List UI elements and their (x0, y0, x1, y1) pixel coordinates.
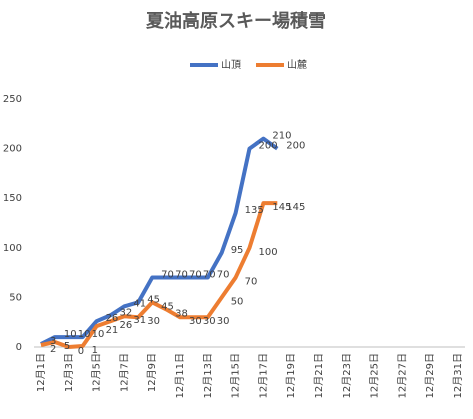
data-label: 30 (217, 316, 230, 327)
y-tick-label: 250 (3, 94, 22, 105)
data-label: 70 (189, 270, 202, 281)
x-tick-label: 12月5日 (91, 353, 103, 392)
data-label: 200 (259, 141, 278, 152)
data-label: 10 (64, 329, 77, 340)
data-label: 0 (78, 346, 84, 357)
data-label: 21 (106, 325, 119, 336)
data-label: 200 (286, 141, 305, 152)
series-line (40, 201, 278, 349)
data-label: 1 (92, 345, 98, 356)
y-tick-label: 0 (16, 342, 22, 353)
x-tick-label: 12月9日 (146, 353, 158, 392)
x-tick-label: 12月1日 (35, 353, 47, 392)
data-label: 41 (133, 298, 146, 309)
x-tick-label: 12月3日 (63, 353, 75, 392)
data-label: 32 (119, 307, 132, 318)
data-label: 70 (203, 270, 216, 281)
y-tick-label: 50 (9, 292, 22, 303)
data-label: 10 (92, 329, 105, 340)
chart-title: 夏油高原スキー場積雪 (146, 10, 326, 32)
series-line (40, 136, 279, 346)
data-label: 210 (272, 131, 291, 142)
data-label: 30 (147, 316, 160, 327)
x-tick-label: 12月13日 (202, 353, 214, 398)
data-label: 145 (286, 202, 305, 213)
data-label: 135 (245, 205, 264, 216)
data-label: 100 (259, 247, 278, 258)
data-label: 38 (175, 308, 188, 319)
x-tick-label: 12月17日 (257, 353, 269, 398)
data-label: 95 (231, 245, 244, 256)
x-tick-label: 12月29日 (424, 353, 436, 398)
data-label: 5 (64, 341, 70, 352)
x-tick-label: 12月15日 (230, 353, 242, 398)
x-tick-label: 12月7日 (118, 353, 130, 392)
data-label: 45 (147, 294, 160, 305)
x-tick-label: 12月27日 (396, 353, 408, 398)
data-label: 3 (50, 336, 56, 347)
x-tick-label: 12月25日 (369, 353, 381, 398)
x-tick-label: 12月31日 (452, 353, 464, 398)
data-label: 70 (175, 270, 188, 281)
data-label: 45 (161, 301, 174, 312)
data-label: 70 (245, 277, 258, 288)
data-label: 70 (217, 270, 230, 281)
y-tick-label: 100 (3, 243, 22, 254)
data-label: 70 (161, 270, 174, 281)
y-tick-label: 200 (3, 144, 22, 155)
data-label: 30 (189, 316, 202, 327)
data-label: 26 (119, 320, 132, 331)
y-tick-label: 150 (3, 193, 22, 204)
x-tick-label: 12月11日 (174, 353, 186, 398)
x-tick-label: 12月21日 (313, 353, 325, 398)
x-tick-label: 12月19日 (285, 353, 297, 398)
data-label: 31 (133, 315, 146, 326)
data-label: 10 (78, 329, 91, 340)
x-tick-label: 12月23日 (341, 353, 353, 398)
legend-label: 山頂 (221, 59, 241, 71)
legend-label: 山麓 (287, 58, 307, 71)
data-label: 145 (272, 202, 291, 213)
data-label: 2 (50, 344, 56, 355)
data-label: 26 (106, 313, 119, 324)
data-label: 30 (203, 316, 216, 327)
data-label: 50 (231, 296, 244, 307)
